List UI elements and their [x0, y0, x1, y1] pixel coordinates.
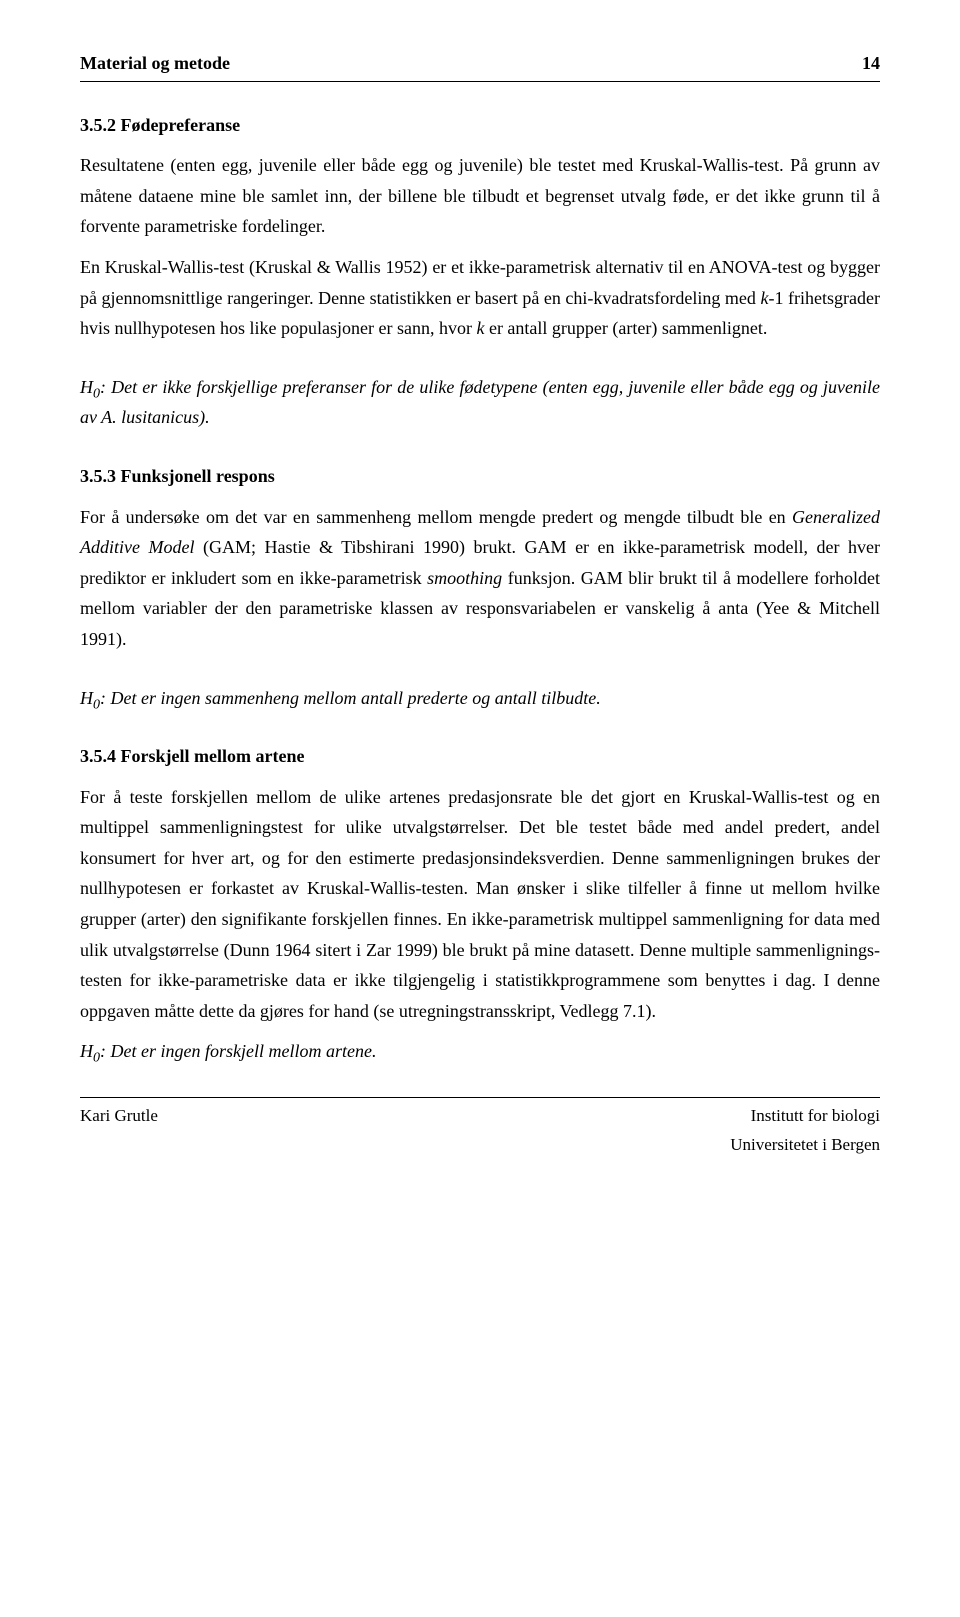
text-run: ). [199, 407, 210, 427]
body-text: For å teste forskjellen mellom de ulike … [80, 782, 880, 1027]
text-run: er antall grupper (arter) sammenlignet. [484, 318, 767, 338]
footer-left: Kari Grutle [80, 1102, 158, 1160]
header-section-name: Material og metode [80, 48, 230, 79]
footer-right: Institutt for biologi Universitetet i Be… [730, 1102, 880, 1160]
footer-university: Universitetet i Bergen [730, 1131, 880, 1160]
page-footer: Kari Grutle Institutt for biologi Univer… [80, 1097, 880, 1160]
hypothesis-h0: H0: Det er ingen forskjell mellom artene… [80, 1036, 880, 1067]
h-label: H [80, 1041, 93, 1061]
heading-3-5-2: 3.5.2 Fødepreferanse [80, 110, 880, 141]
text-run: : Det er ingen forskjell mellom artene. [100, 1041, 376, 1061]
hypothesis-h0: H0: Det er ingen sammenheng mellom antal… [80, 683, 880, 714]
page-header: Material og metode 14 [80, 48, 880, 82]
text-run: Resultatene (enten egg, juvenile eller b… [80, 155, 880, 236]
species-name: A. lusitanicus [101, 407, 199, 427]
paragraph-block: For å undersøke om det var en sammenheng… [80, 502, 880, 655]
body-text: Resultatene (enten egg, juvenile eller b… [80, 150, 880, 242]
body-text: En Kruskal-Wallis-test (Kruskal & Wallis… [80, 252, 880, 344]
hypothesis-h0: H0: Det er ikke forskjellige preferanser… [80, 372, 880, 433]
h-label: H [80, 377, 93, 397]
heading-3-5-3: 3.5.3 Funksjonell respons [80, 461, 880, 492]
heading-3-5-4: 3.5.4 Forskjell mellom artene [80, 741, 880, 772]
text-run: : Det er ingen sammenheng mellom antall … [100, 688, 601, 708]
h-sub: 0 [93, 385, 100, 401]
h-label: H [80, 688, 93, 708]
text-run: For å undersøke om det var en sammenheng… [80, 507, 792, 527]
h-sub: 0 [93, 1050, 100, 1066]
paragraph-block: Resultatene (enten egg, juvenile eller b… [80, 150, 880, 344]
footer-institute: Institutt for biologi [730, 1102, 880, 1131]
body-text: For å undersøke om det var en sammenheng… [80, 502, 880, 655]
h-sub: 0 [93, 696, 100, 712]
header-page-number: 14 [862, 48, 880, 79]
term-smoothing: smoothing [427, 568, 502, 588]
